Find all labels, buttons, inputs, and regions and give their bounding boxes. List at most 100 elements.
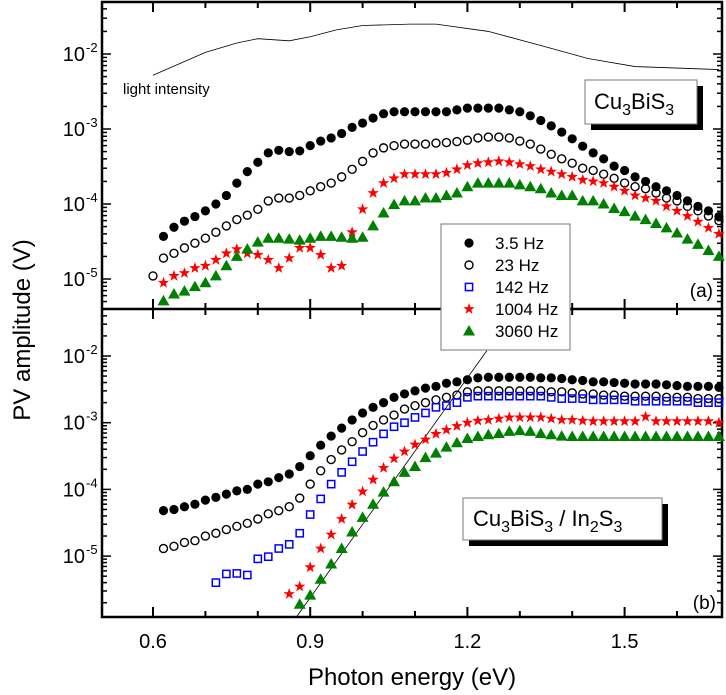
data-point [304,232,317,243]
data-point [356,203,369,215]
data-point [388,198,401,210]
data-point [409,194,421,206]
data-point [304,241,316,253]
data-point [325,558,338,569]
data-point [367,219,380,231]
legend-label: 142 Hz [495,278,549,297]
data-point [515,107,525,117]
data-point [513,178,526,190]
data-point [368,420,378,431]
data-point [431,138,441,148]
data-point [566,170,578,182]
y-tick-label-exponent: -5 [86,265,98,280]
data-point [494,132,504,142]
data-point [399,107,410,117]
data-point [440,166,453,178]
data-point [609,390,619,400]
legend-entry: 23 Hz [464,256,539,275]
data-point [597,177,610,188]
data-point [650,430,663,442]
data-point [683,396,692,406]
data-point [482,428,495,440]
data-point [503,156,515,168]
data-point [450,187,463,198]
data-point [325,230,338,241]
sample-label-b: Cu3​BiS3​ / In2​S3​ [473,506,622,536]
data-point [305,186,315,196]
data-point [650,194,662,206]
data-point [629,430,642,442]
data-point [379,429,388,439]
data-point [315,182,326,192]
data-point [335,542,348,553]
data-point [588,165,598,176]
y-tick-label-exponent: -5 [86,542,98,557]
x-axis-title: Photon energy (eV) [308,664,516,691]
light-intensity-label: light intensity [123,81,210,98]
data-point [326,454,336,465]
data-point [493,412,505,424]
data-point [305,451,315,461]
data-point [347,436,357,447]
data-point [451,420,463,431]
data-point [242,210,253,220]
data-point [210,253,222,265]
data-point [557,394,567,403]
legend-label: 3060 Hz [495,322,558,341]
data-point [557,387,567,397]
data-point [483,372,493,382]
data-point [524,180,537,192]
legend-marker [464,282,474,292]
data-point [178,285,191,296]
data-point [420,383,431,393]
data-point [211,492,221,502]
data-point [609,395,619,405]
data-point [483,386,494,396]
data-point [451,163,463,175]
data-point [566,189,579,200]
data-point [599,377,609,387]
data-point [672,196,682,206]
legend-marker [463,325,475,336]
data-point [484,391,493,401]
data-point [337,468,346,477]
data-point [640,379,651,389]
data-point [398,466,411,477]
data-point [671,430,683,442]
data-point [515,136,525,146]
data-point [672,396,682,406]
data-point [504,386,515,396]
y-tick-label: 10 [63,479,85,501]
data-point [410,413,420,422]
data-point [503,425,516,436]
data-point [188,280,201,292]
data-point [263,477,273,487]
data-point [283,233,296,244]
data-point [199,259,212,271]
data-point [620,165,630,176]
legend-entry: 3.5 Hz [464,234,544,253]
data-point [630,182,640,192]
data-point [253,157,263,167]
data-point [346,226,358,238]
data-point [494,372,504,382]
data-point [681,415,694,427]
data-point [442,401,451,411]
data-point [452,105,462,115]
data-point [566,430,579,442]
data-point [315,542,327,554]
data-point [639,213,652,225]
data-point [157,276,170,288]
data-point [263,509,273,519]
legend-marker [464,238,474,248]
data-point [316,136,326,146]
data-point [429,447,442,458]
data-point [672,380,682,391]
data-point [462,375,472,385]
data-point [503,411,515,423]
data-point [546,373,556,383]
data-point [525,111,535,121]
data-point [262,253,274,265]
y-tick-label: 10 [63,269,85,291]
data-point [316,440,326,450]
